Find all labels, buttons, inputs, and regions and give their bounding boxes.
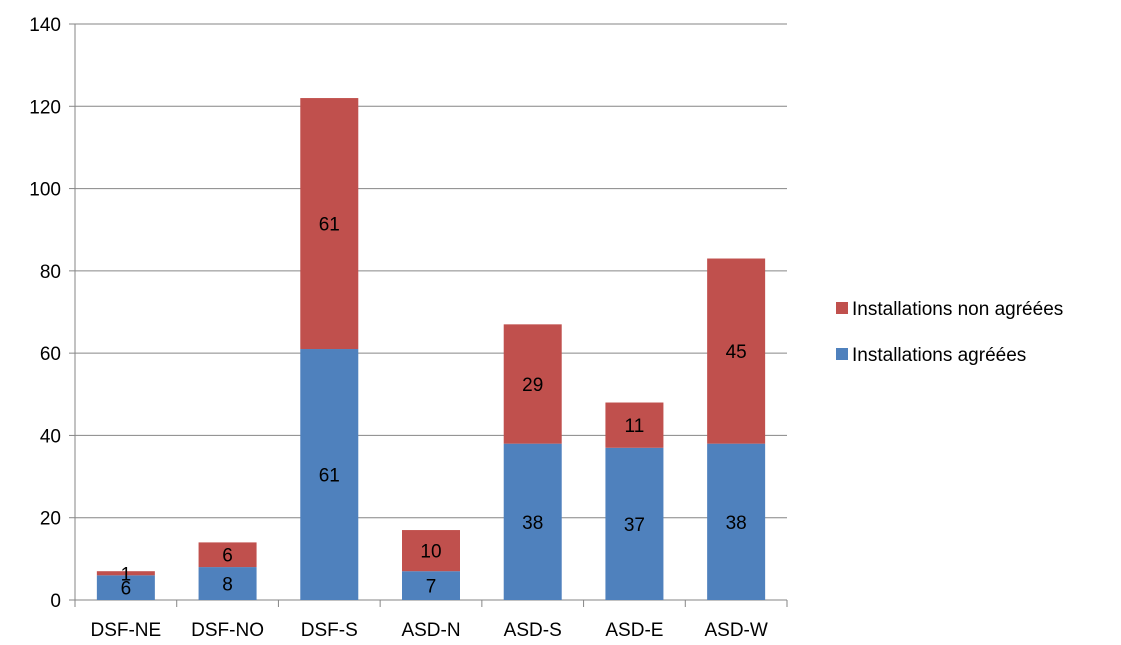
bar-segment [198,567,257,600]
legend-swatch [836,302,848,314]
gridlines [75,23,787,519]
bar-segment [96,575,155,600]
bar-segment [300,98,359,350]
x-tick-label: ASD-W [704,620,767,641]
x-tick-label: DSF-NE [90,620,161,641]
bar-segment [300,349,359,600]
x-tick-label: ASD-E [605,620,663,641]
legend: Installations non agréées Installations a… [836,299,1063,366]
y-tick-label: 20 [40,509,61,530]
data-label: 10 [420,542,441,563]
data-label: 61 [319,466,340,487]
bars [96,98,766,600]
data-label: 11 [625,416,645,437]
y-tick-label: 100 [29,180,61,201]
data-label: 7 [426,577,437,598]
bar-segment [402,571,460,600]
bar-segment [707,443,766,600]
legend-label: Installations agréées [852,345,1026,366]
axes: 0 20 40 60 80 100 120 140 DSF-NE DSF-NO DSF-S ASD-N… [29,15,788,641]
data-label: 61 [319,215,340,236]
y-tick-label: 80 [40,262,61,283]
y-tick-label: 0 [50,591,61,612]
bar-segment [605,447,664,600]
y-tick-label: 120 [29,97,61,118]
bar-segment [96,571,155,576]
bar-segment [198,542,257,568]
data-label: 38 [726,513,747,534]
data-label: 6 [121,579,132,600]
data-label: 38 [522,513,543,534]
legend-swatch [836,348,848,360]
legend-label: Installations non agréées [852,299,1063,320]
data-label: 29 [522,375,543,396]
x-tick-label: DSF-NO [191,620,264,641]
bar-segment [402,530,460,572]
bar-segment [605,402,664,448]
y-tick-label: 40 [40,426,61,447]
x-tick-label: ASD-N [401,620,460,641]
data-label: 45 [726,342,747,363]
x-tick-label: ASD-S [504,620,562,641]
data-label: 37 [624,515,645,536]
y-tick-label: 140 [29,15,61,36]
bar-segment [503,443,562,600]
data-label: 1 [121,564,132,585]
bar-segment [503,324,562,444]
data-label: 8 [222,575,233,596]
bar-segment [707,258,766,444]
data-label: 6 [222,546,233,567]
x-tick-label: DSF-S [301,620,358,641]
y-tick-label: 60 [40,344,61,365]
